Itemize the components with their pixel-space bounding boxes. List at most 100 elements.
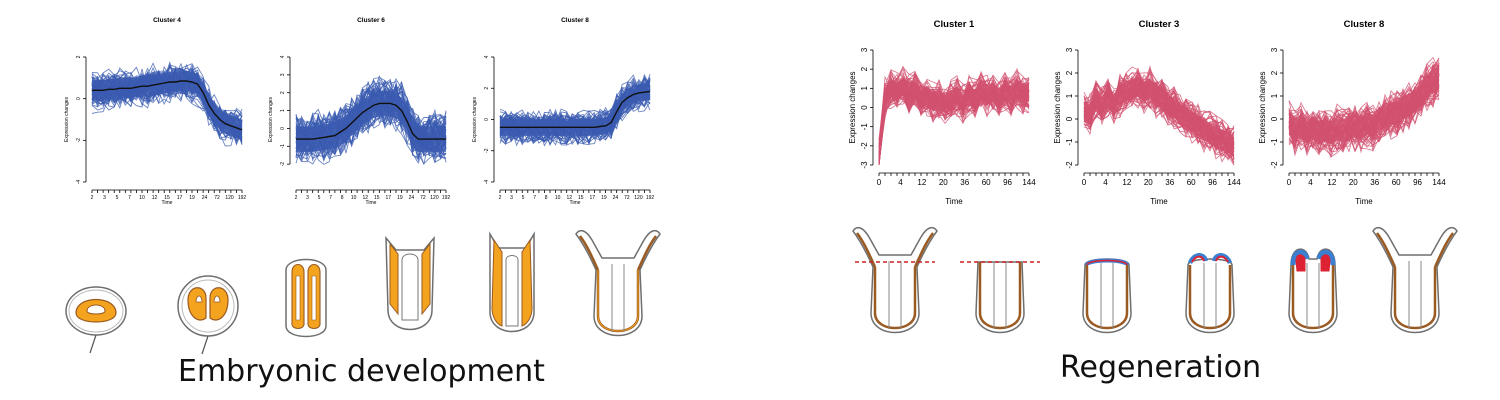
mean-line: [296, 102, 446, 140]
y-tick-label: -2: [484, 148, 490, 153]
y-tick-label: -2: [280, 162, 286, 167]
series-line-bundle: [499, 73, 651, 147]
x-tick-label: 17: [386, 195, 392, 201]
series-line-bundle: [295, 75, 447, 165]
chart-svg: Cluster 4 Expression changes Time -4 -2 0 2 2 3 5…: [64, 17, 247, 206]
x-tick-label: 144: [1227, 178, 1241, 187]
x-tick-label: 96: [1208, 178, 1217, 187]
x-axis-label: Time: [1150, 197, 1168, 206]
y-tick-label: -1: [1270, 138, 1279, 146]
embryo-chart-cluster-6: Cluster 6 Expression changes Time -2 -1 0 1 2 3 4…: [262, 12, 462, 212]
x-tick-label: 12: [362, 195, 368, 201]
x-tick-label: 5: [116, 195, 119, 201]
y-tick-label: 2: [860, 66, 869, 71]
x-tick-label: 19: [189, 195, 195, 201]
x-tick-label: 15: [578, 195, 584, 201]
chart-title: Cluster 8: [1344, 19, 1385, 30]
y-tick-label: 2: [280, 91, 286, 94]
y-tick-label: 2: [484, 87, 490, 90]
x-tick-label: 120: [225, 195, 234, 201]
series-line: [91, 60, 243, 129]
x-tick-label: 5: [522, 195, 525, 201]
regen-stage-2: [960, 261, 1040, 334]
regen-chart-cluster-8: Cluster 8 Expression changes Time -2 -1 0 1 2 3 0…: [1255, 12, 1455, 212]
series-core-band: [1289, 66, 1439, 145]
x-tick-label: 192: [238, 195, 247, 201]
x-tick-label: 15: [164, 195, 170, 201]
x-tick-label: 72: [214, 195, 220, 201]
y-tick-label: -3: [860, 161, 869, 169]
x-tick-label: 144: [1022, 178, 1036, 187]
x-tick-label: 36: [1165, 178, 1174, 187]
y-tick-label: -1: [1065, 138, 1074, 146]
chart-title: Cluster 1: [934, 19, 975, 30]
y-tick-label: 3: [1270, 47, 1279, 52]
x-tick-label: 120: [430, 195, 439, 201]
x-axis-label: Time: [570, 200, 581, 206]
x-tick-label: 120: [634, 195, 643, 201]
y-tick-label: -1: [860, 123, 869, 131]
y-tick-label: -2: [1065, 161, 1074, 169]
chart-title: Cluster 8: [561, 17, 589, 24]
y-tick-label: 2: [76, 55, 82, 58]
chart-title: Cluster 4: [153, 17, 181, 24]
x-tick-label: 60: [1187, 178, 1196, 187]
caption-embryonic-development: Embryonic development: [178, 354, 545, 389]
x-tick-label: 3: [306, 195, 309, 201]
y-tick-label: 0: [1270, 116, 1279, 121]
x-tick-label: 3: [510, 195, 513, 201]
chart-title: Cluster 3: [1139, 19, 1180, 30]
y-tick-label: 2: [1065, 70, 1074, 75]
x-tick-label: 17: [590, 195, 596, 201]
y-axis-label: Expression changes: [848, 71, 857, 143]
series-line-bundle: [1288, 56, 1440, 159]
embryo-chart-cluster-4: Cluster 4 Expression changes Time -4 -2 0 2 2 3 5…: [58, 12, 258, 212]
x-tick-label: 144: [1432, 178, 1446, 187]
series-line: [499, 78, 651, 133]
y-tick-label: 0: [1065, 116, 1074, 121]
embryo-stages-illustration: [65, 229, 661, 355]
embryo-stage-5: [489, 231, 535, 333]
caption-regeneration: Regeneration: [1060, 350, 1262, 385]
regen-stage-3: [1082, 258, 1132, 334]
x-tick-label: 10: [139, 195, 145, 201]
y-tick-label: 3: [860, 47, 869, 52]
series-line: [878, 91, 1030, 166]
embryo-stage-1: [65, 286, 127, 354]
x-tick-label: 7: [329, 195, 332, 201]
x-tick-label: 19: [397, 195, 403, 201]
y-tick-label: 1: [1065, 93, 1074, 98]
x-tick-label: 12: [1327, 178, 1336, 187]
x-tick-label: 0: [877, 178, 882, 187]
x-tick-label: 36: [960, 178, 969, 187]
x-tick-label: 19: [601, 195, 607, 201]
x-tick-label: 24: [409, 195, 415, 201]
series-core-band: [1084, 76, 1234, 157]
x-tick-label: 4: [898, 178, 903, 187]
x-tick-label: 8: [545, 195, 548, 201]
y-axis-label: Expression changes: [268, 96, 274, 142]
x-tick-label: 7: [128, 195, 131, 201]
x-tick-label: 2: [295, 195, 298, 201]
y-tick-label: 1: [1270, 93, 1279, 98]
mean-line: [500, 90, 651, 128]
y-tick-label: 4: [484, 55, 490, 58]
x-tick-label: 20: [1349, 178, 1358, 187]
y-axis-label: Expression changes: [1258, 71, 1267, 143]
y-tick-label: -1: [280, 144, 286, 149]
y-tick-label: 0: [484, 118, 490, 121]
x-axis-label: Time: [945, 197, 963, 206]
mean-line: [92, 80, 243, 131]
series-line-bundle: [878, 65, 1030, 166]
embryo-stage-3: [285, 258, 327, 338]
y-tick-label: 1: [860, 86, 869, 91]
regen-chart-cluster-1: Cluster 1 Expression changes Time -3 -2 -1 0 1 2…: [845, 12, 1045, 212]
x-tick-label: 0: [1287, 178, 1292, 187]
y-tick-label: 3: [1065, 47, 1074, 52]
y-tick-label: -2: [1270, 161, 1279, 169]
y-tick-label: 2: [1270, 70, 1279, 75]
